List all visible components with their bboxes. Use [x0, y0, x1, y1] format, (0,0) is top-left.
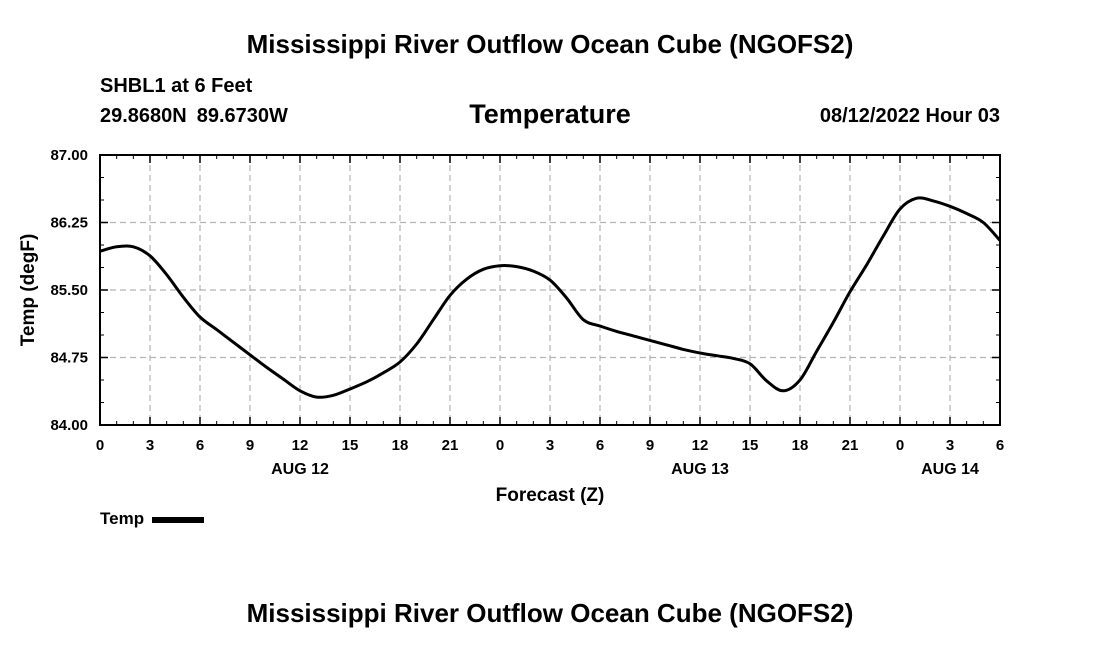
x-tick-label: 9 — [646, 437, 654, 454]
x-tick-label: 21 — [842, 437, 859, 454]
date-label: AUG 13 — [671, 461, 729, 478]
x-tick-label: 3 — [146, 437, 154, 454]
legend-label: Temp — [100, 509, 145, 528]
x-tick-label: 18 — [792, 437, 809, 454]
x-tick-label: 18 — [392, 437, 409, 454]
x-tick-label: 15 — [342, 437, 359, 454]
x-tick-label: 3 — [946, 437, 954, 454]
date-label: AUG 12 — [271, 461, 329, 478]
latitude: 29.8680N — [100, 105, 187, 127]
grid-lines — [100, 155, 1000, 425]
y-tick-label: 87.00 — [50, 147, 88, 164]
footer-title: Mississippi River Outflow Ocean Cube (NG… — [246, 598, 854, 628]
x-axis-title: Forecast (Z) — [496, 485, 605, 506]
x-tick-label: 0 — [496, 437, 504, 454]
y-tick-label: 86.25 — [50, 215, 88, 232]
y-axis-title: Temp (degF) — [18, 234, 39, 347]
x-tick-label: 0 — [896, 437, 904, 454]
legend: Temp — [100, 509, 205, 529]
forecast-datetime: 08/12/2022 Hour 03 — [819, 105, 1000, 127]
chart-title: Mississippi River Outflow Ocean Cube (NG… — [246, 29, 854, 59]
station-label: SHBL1 at 6 Feet — [100, 75, 253, 97]
series-layer — [99, 196, 1002, 399]
x-tick-label: 21 — [442, 437, 459, 454]
x-tick-label: 6 — [996, 437, 1004, 454]
x-tick-label: 12 — [292, 437, 309, 454]
x-tick-label: 3 — [546, 437, 554, 454]
x-tick-label: 6 — [596, 437, 604, 454]
longitude: 89.6730W — [196, 105, 288, 127]
y-tick-label: 84.75 — [50, 350, 88, 367]
date-label: AUG 14 — [921, 461, 979, 478]
plot-frame — [99, 154, 1001, 426]
x-tick-label: 12 — [692, 437, 709, 454]
x-tick-label: 9 — [246, 437, 254, 454]
x-tick-label: 0 — [96, 437, 104, 454]
y-tick-label: 85.50 — [50, 282, 88, 299]
parameter-title: Temperature — [469, 99, 631, 129]
y-tick-label: 84.00 — [50, 417, 88, 434]
station-coordinates: 29.8680N 89.6730W — [100, 105, 288, 128]
series-line-temp — [99, 196, 1002, 399]
x-tick-label: 6 — [196, 437, 204, 454]
axis-labels: 0 3 6 9 12 15 18 21 0 3 6 9 12 15 18 21 0 3 6 84.00 84.75 85.… — [18, 147, 1004, 506]
x-tick-label: 15 — [742, 437, 759, 454]
legend-line-swatch — [152, 516, 205, 523]
